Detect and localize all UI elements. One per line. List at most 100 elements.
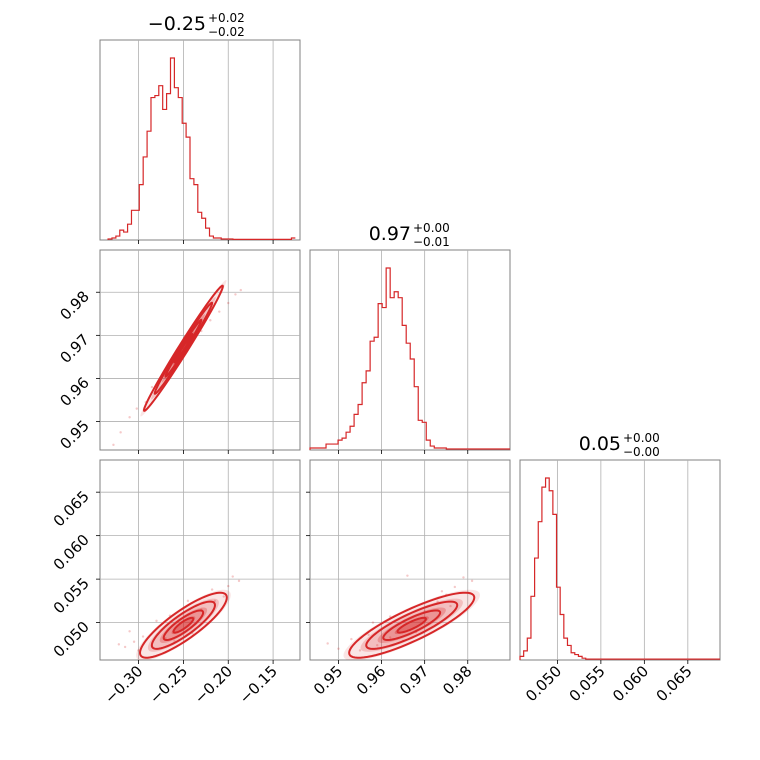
contour-2-1-3 xyxy=(396,616,427,634)
contour-2-0-0 xyxy=(138,591,228,659)
contour-2-0-1 xyxy=(150,600,216,650)
y-tick-label-1-3: 0.98 xyxy=(56,287,92,323)
scatter-point-2-1-3 xyxy=(358,649,362,652)
y-tick-label-1-0: 0.95 xyxy=(56,417,92,453)
scatter-point-2-0-2 xyxy=(132,640,136,643)
scatter-point-2-1-19 xyxy=(449,604,452,608)
panel-frame-1-1 xyxy=(309,249,511,451)
histogram-1 xyxy=(309,267,510,450)
x-tick-label-2-0: 0.050 xyxy=(522,662,565,705)
contour-2-1-1 xyxy=(365,600,459,650)
histogram-2 xyxy=(519,477,720,660)
density-fill-1-0-0 xyxy=(140,280,227,417)
title-param-0: −0.25 +0.02 −0.02 xyxy=(148,11,245,39)
scatter-point-2-0-10 xyxy=(213,599,216,603)
scatter-point-2-1-16 xyxy=(371,621,375,624)
scatter-point-2-1-4 xyxy=(367,633,370,636)
scatter-point-2-1-12 xyxy=(453,585,457,589)
x-tick-label-1-0: 0.95 xyxy=(310,662,346,698)
scatter-point-1-0-16 xyxy=(239,288,243,292)
scatter-point-2-0-4 xyxy=(141,635,145,638)
density-fill-2-1-2 xyxy=(377,607,446,643)
scatter-point-2-1-1 xyxy=(337,647,340,650)
scatter-point-2-1-13 xyxy=(462,576,465,579)
contour-2-1-2 xyxy=(382,609,442,641)
scatter-point-2-0-13 xyxy=(231,575,234,578)
title-param-2-lower: −0.00 xyxy=(623,445,660,459)
scatter-point-2-1-0 xyxy=(326,642,329,645)
scatter-point-2-1-18 xyxy=(440,590,444,593)
scatter-point-1-0-12 xyxy=(209,319,212,322)
density-fill-1-0-2 xyxy=(161,314,205,383)
scatter-point-2-1-15 xyxy=(406,574,409,577)
x-tick-label-2-2: 0.060 xyxy=(609,662,652,705)
title-param-0-lower: −0.02 xyxy=(208,25,245,39)
scatter-point-2-0-18 xyxy=(210,588,214,591)
title-param-1: 0.97 +0.00 −0.01 xyxy=(369,221,450,249)
scatter-point-1-0-5 xyxy=(150,385,154,389)
title-param-1-upper: +0.00 xyxy=(413,221,450,235)
y-tick-label-2-3: 0.065 xyxy=(50,487,93,530)
density-fill-2-1-1 xyxy=(360,598,463,652)
x-tick-label-0-0: −0.30 xyxy=(101,662,146,707)
scatter-point-2-0-16 xyxy=(155,619,158,623)
scatter-point-2-1-6 xyxy=(388,636,392,639)
scatter-point-2-0-1 xyxy=(123,645,127,649)
x-tick-label-1-2: 0.97 xyxy=(396,662,432,698)
contour-1-0-1 xyxy=(153,301,214,395)
svg-text:−0.25: −0.25 xyxy=(148,13,206,35)
correlation-panel-2-1 xyxy=(326,574,480,660)
contour-1-0-3 xyxy=(173,333,194,364)
svg-text:0.97: 0.97 xyxy=(369,223,411,245)
contour-1-0-0 xyxy=(142,284,224,412)
panel-frame-0-0 xyxy=(99,39,301,241)
panel-frame-2-1 xyxy=(309,459,511,661)
contour-2-1-0 xyxy=(348,591,476,659)
scatter-point-2-0-15 xyxy=(128,630,131,633)
scatter-point-2-1-10 xyxy=(436,600,439,603)
correlation-panel-2-0 xyxy=(117,575,241,660)
title-param-2: 0.05 +0.00 −0.00 xyxy=(579,431,660,459)
density-fill-2-0-3 xyxy=(171,616,196,635)
x-tick-label-0-2: −0.20 xyxy=(191,662,236,707)
x-tick-label-0-3: −0.15 xyxy=(236,662,281,707)
y-tick-label-2-0: 0.050 xyxy=(50,618,93,661)
panel-frame-2-2 xyxy=(519,459,721,661)
scatter-point-2-0-14 xyxy=(237,579,241,583)
density-fill-2-1-3 xyxy=(394,616,429,635)
scatter-point-2-0-11 xyxy=(222,595,225,598)
y-tick-label-1-2: 0.97 xyxy=(56,330,92,366)
x-tick-label-2-1: 0.055 xyxy=(566,662,609,705)
svg-text:0.05: 0.05 xyxy=(579,433,621,455)
scatter-point-1-0-3 xyxy=(135,407,138,410)
scatter-point-2-0-0 xyxy=(117,643,121,646)
panel-frame-1-0 xyxy=(99,249,301,451)
title-param-0-upper: +0.02 xyxy=(208,11,245,25)
x-tick-label-1-1: 0.96 xyxy=(353,662,389,698)
contour-2-0-2 xyxy=(162,609,205,641)
scatter-point-1-0-14 xyxy=(227,301,230,305)
contour-2-0-3 xyxy=(172,616,195,634)
scatter-point-1-0-2 xyxy=(128,416,131,419)
x-tick-label-0-1: −0.25 xyxy=(146,662,191,707)
scatter-point-1-0-1 xyxy=(119,431,122,434)
scatter-point-2-1-14 xyxy=(470,579,474,583)
scatter-point-2-1-5 xyxy=(376,644,379,647)
density-fill-2-0-0 xyxy=(136,589,231,660)
title-param-1-lower: −0.01 xyxy=(413,235,450,249)
scatter-point-2-1-17 xyxy=(388,615,392,618)
histogram-0 xyxy=(107,57,296,241)
x-tick-label-1-3: 0.98 xyxy=(439,662,475,698)
scatter-point-2-1-2 xyxy=(350,637,353,641)
density-fill-2-0-1 xyxy=(147,598,219,652)
scatter-point-2-0-3 xyxy=(137,649,140,652)
scatter-point-1-0-15 xyxy=(234,293,237,296)
correlation-panel-1-0 xyxy=(112,280,243,447)
panel-frame-2-0 xyxy=(99,459,301,661)
title-param-2-upper: +0.00 xyxy=(623,431,660,445)
y-tick-label-1-1: 0.96 xyxy=(56,374,92,410)
x-tick-label-2-3: 0.065 xyxy=(653,662,696,705)
y-tick-label-2-2: 0.060 xyxy=(50,531,93,574)
contour-1-0-2 xyxy=(164,318,203,378)
y-tick-label-2-1: 0.055 xyxy=(50,574,93,617)
